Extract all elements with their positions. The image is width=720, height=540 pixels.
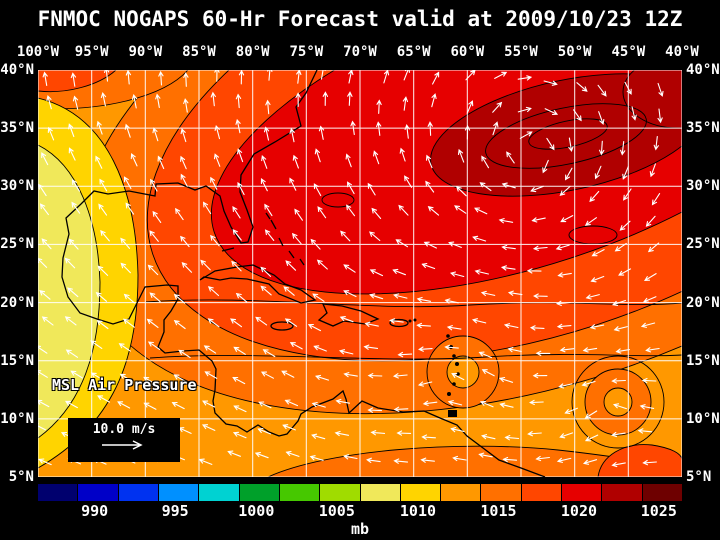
colorbar-segment [400, 484, 442, 501]
lon-tick: 65°W [396, 44, 431, 60]
lon-tick: 95°W [74, 44, 109, 60]
colorbar-segment [360, 484, 401, 501]
colorbar-segment [562, 484, 603, 501]
contour-ring [571, 355, 665, 449]
wind-scale-label: 10.0 m/s [92, 422, 156, 437]
colorbar-segment [521, 484, 563, 501]
colorbar-segment [602, 484, 643, 501]
lat-axis-right: 40°N 35°N 30°N 25°N 20°N 15°N 10°N 5°N [686, 62, 720, 485]
colorbar-tick-label: 995 [161, 502, 189, 520]
lat-tick: 40°N [0, 62, 34, 78]
contour-ring [321, 192, 355, 208]
wind-scale-arrow-icon [102, 440, 143, 450]
colorbar-segment [78, 484, 119, 501]
corner-band [38, 70, 117, 93]
map-area: MSL Air Pressure 10.0 m/s [38, 70, 682, 477]
lat-tick: 5°N [8, 469, 34, 485]
colorbar-segment [320, 484, 361, 501]
mainland-coastline [61, 70, 546, 477]
lat-tick: 20°N [0, 294, 34, 311]
field-label: MSL Air Pressure [52, 376, 197, 394]
lon-tick: 40°W [665, 44, 699, 60]
colorbar-segment [158, 484, 200, 501]
lat-tick: 15°N [686, 352, 720, 369]
lat-tick: 35°N [0, 120, 34, 137]
grid-lines [38, 70, 682, 477]
lon-tick: 80°W [235, 44, 270, 60]
wind-scale-legend: 10.0 m/s [68, 418, 180, 462]
lesser-antilles-dots [408, 318, 460, 417]
puerto-rico-coastline [389, 318, 409, 328]
lat-tick: 25°N [0, 236, 34, 253]
colorbar-tick-label: 1010 [399, 502, 437, 520]
lon-tick: 90°W [128, 44, 163, 60]
lon-axis-top: 100°W 95°W 90°W 85°W 80°W 75°W 70°W 65°W… [17, 44, 699, 62]
coastlines [61, 70, 546, 477]
lon-tick: 50°W [557, 44, 592, 60]
colorbar-unit: mb [350, 520, 370, 538]
colorbar-tick-label: 1020 [560, 502, 598, 520]
colorbar-segment [38, 484, 79, 501]
lat-tick: 40°N [686, 62, 720, 78]
lon-tick: 70°W [343, 44, 377, 60]
colorbar-segment [279, 484, 321, 501]
cuba-coastline [199, 264, 317, 304]
colorbar-segment [118, 484, 159, 501]
colorbar-segment [441, 484, 482, 501]
colorbar-segment [199, 484, 240, 501]
lon-tick: 100°W [16, 44, 60, 60]
chart-title: FNMOC NOGAPS 60-Hr Forecast valid at 200… [37, 7, 683, 31]
colorbar-segment [481, 484, 522, 501]
contour-line [145, 299, 682, 308]
colorbar-tick-label: 1005 [318, 502, 355, 520]
lat-tick: 5°N [686, 469, 712, 485]
colorbar-tick-label: 1015 [480, 502, 517, 520]
tropical-feature [603, 387, 633, 417]
florida-keys [221, 247, 235, 252]
lat-tick: 30°N [686, 178, 720, 195]
colorbar [38, 484, 682, 501]
lon-tick: 75°W [289, 44, 324, 60]
lon-tick: 85°W [182, 44, 216, 60]
bahamas-marks [265, 212, 305, 266]
jamaica-coastline [270, 321, 294, 331]
wind-arrows [38, 70, 664, 468]
lat-tick: 15°N [0, 352, 34, 369]
pressure-map [38, 70, 682, 477]
colorbar-segment [642, 484, 682, 501]
lat-tick: 10°N [0, 410, 34, 427]
colorbar-tick-label: 990 [81, 502, 109, 520]
contour-ring [485, 103, 647, 169]
lat-tick: 30°N [0, 178, 34, 195]
colorbar-tick-labels: 990 995 1000 1005 1010 1015 1020 1025 [38, 502, 682, 520]
trinidad [448, 410, 457, 417]
lat-tick: 25°N [686, 236, 720, 253]
colorbar-tick-label: 1025 [640, 502, 677, 520]
hispaniola-coastline [317, 303, 380, 327]
lat-tick: 10°N [686, 410, 720, 427]
lon-tick: 45°W [611, 44, 646, 60]
lon-tick: 55°W [504, 44, 538, 60]
lat-tick: 20°N [686, 294, 720, 311]
lon-tick: 60°W [450, 44, 485, 60]
colorbar-segment [239, 484, 280, 501]
colorbar-tick-label: 1000 [238, 502, 275, 520]
lat-axis-left: 40°N 35°N 30°N 25°N 20°N 15°N 10°N 5°N [0, 62, 36, 485]
lat-tick: 35°N [686, 120, 720, 137]
